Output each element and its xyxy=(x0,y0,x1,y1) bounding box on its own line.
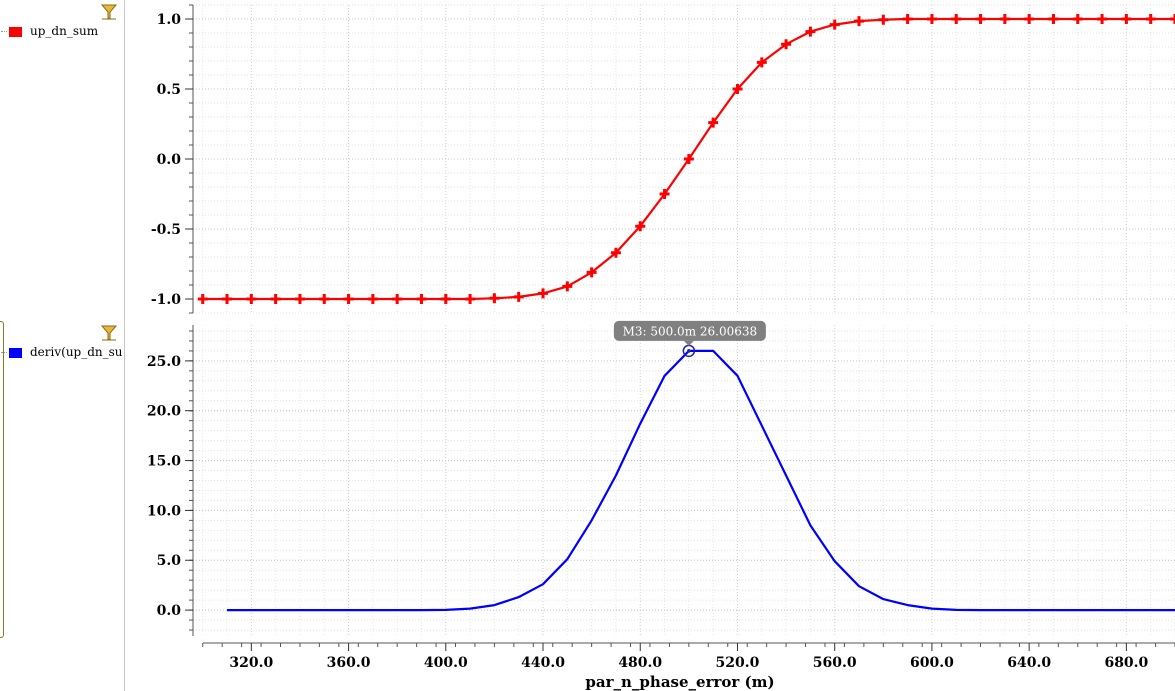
x-tick-label: 400.0 xyxy=(424,655,468,671)
legend-panel: up_dn_sum deriv(up_dn_su xyxy=(0,0,125,691)
y-tick-label: -0.5 xyxy=(151,222,181,238)
data-point-marker xyxy=(222,294,233,304)
legend-entry-deriv[interactable]: deriv(up_dn_su xyxy=(0,343,124,363)
y-tick-label: 5.0 xyxy=(157,553,182,569)
data-point-marker xyxy=(1024,14,1035,24)
x-tick-label: 600.0 xyxy=(910,655,954,671)
strip-1[interactable]: 1.0 0.5 0.0 -0.5 -1.0 xyxy=(151,4,1175,314)
x-tick-label: 320.0 xyxy=(229,655,273,671)
data-point-marker xyxy=(1097,14,1108,24)
data-point-marker xyxy=(392,294,403,304)
data-point-marker xyxy=(951,14,962,24)
x-tick-label: 440.0 xyxy=(521,655,565,671)
data-point-marker xyxy=(1072,14,1083,24)
series-line[interactable] xyxy=(227,349,1175,612)
x-tick-label: 520.0 xyxy=(716,655,760,671)
data-point-marker xyxy=(659,189,670,199)
x-tick-label: 480.0 xyxy=(618,655,662,671)
strip-2[interactable]: 25.0 20.0 15.0 10.0 5.0 0.0 M3: 500.0m 26.0063… xyxy=(147,320,1175,636)
y-tick-label: -1.0 xyxy=(151,292,181,308)
legend-swatch xyxy=(9,27,22,37)
data-point-marker xyxy=(781,39,792,50)
legend-entry-up-dn-sum[interactable]: up_dn_sum xyxy=(0,22,124,42)
x-axis: 320.0 360.0 400.0 440.0 480.0 520.0 560.0 600.0… xyxy=(202,642,1175,691)
data-point-marker xyxy=(465,294,476,304)
data-point-marker xyxy=(416,294,427,304)
filter-funnel-icon[interactable] xyxy=(100,325,118,341)
data-point-marker xyxy=(586,267,597,278)
data-point-marker xyxy=(732,84,743,94)
data-point-marker xyxy=(343,294,354,304)
data-point-marker xyxy=(294,294,305,304)
x-tick-label: 640.0 xyxy=(1007,655,1051,671)
data-point-marker xyxy=(367,294,378,304)
legend-label: up_dn_sum xyxy=(30,24,99,38)
data-point-marker xyxy=(1121,14,1132,24)
marker-label: M3: 500.0m 26.00638 xyxy=(623,324,758,338)
data-point-marker xyxy=(878,14,889,25)
data-point-marker xyxy=(562,281,573,292)
data-point-marker xyxy=(538,288,549,299)
marker-pointer xyxy=(683,340,694,346)
data-point-marker xyxy=(999,14,1010,24)
data-point-marker xyxy=(1170,14,1175,24)
data-point-marker xyxy=(902,14,913,24)
data-point-marker xyxy=(270,294,281,304)
y-tick-label: 20.0 xyxy=(147,404,181,420)
data-point-marker xyxy=(319,294,330,304)
data-point-marker xyxy=(440,294,451,304)
y-tick-label: 25.0 xyxy=(147,354,181,370)
data-point-marker xyxy=(708,117,719,128)
data-point-marker xyxy=(635,221,646,232)
data-point-marker xyxy=(805,26,816,37)
data-point-marker xyxy=(854,16,865,27)
strip-selection-accent xyxy=(0,321,4,638)
marker-m3[interactable]: M3: 500.0m 26.00638 xyxy=(613,320,766,358)
data-point-marker xyxy=(829,19,840,30)
filter-funnel-icon[interactable] xyxy=(100,4,118,20)
tree-connector xyxy=(1,31,7,32)
data-point-marker xyxy=(489,293,500,304)
y-tick-label: 0.0 xyxy=(157,603,182,619)
tree-connector xyxy=(1,352,7,353)
marker-label-box xyxy=(613,320,766,341)
data-point-marker xyxy=(683,154,694,164)
data-point-marker xyxy=(1048,14,1059,24)
y-tick-label: 0.5 xyxy=(157,82,181,98)
data-point-marker xyxy=(926,14,937,24)
y-tick-label: 15.0 xyxy=(147,454,181,470)
legend-label: deriv(up_dn_su xyxy=(30,345,122,359)
x-tick-label: 680.0 xyxy=(1104,655,1148,671)
legend-swatch xyxy=(9,348,22,358)
data-point-marker xyxy=(756,57,767,68)
y-tick-label: 10.0 xyxy=(147,503,181,519)
data-point-marker xyxy=(610,247,621,258)
y-tick-label: 1.0 xyxy=(157,12,182,28)
data-point-marker xyxy=(246,294,257,304)
y-tick-label: 0.0 xyxy=(157,152,182,168)
data-point-marker xyxy=(1145,14,1156,24)
x-axis-label: par_n_phase_error (m) xyxy=(585,673,774,691)
x-tick-label: 560.0 xyxy=(813,655,857,671)
x-tick-label: 360.0 xyxy=(327,655,371,671)
data-point-marker xyxy=(197,294,208,304)
data-point-marker xyxy=(975,14,986,24)
data-point-marker xyxy=(513,291,524,302)
marker-dot xyxy=(687,349,691,353)
